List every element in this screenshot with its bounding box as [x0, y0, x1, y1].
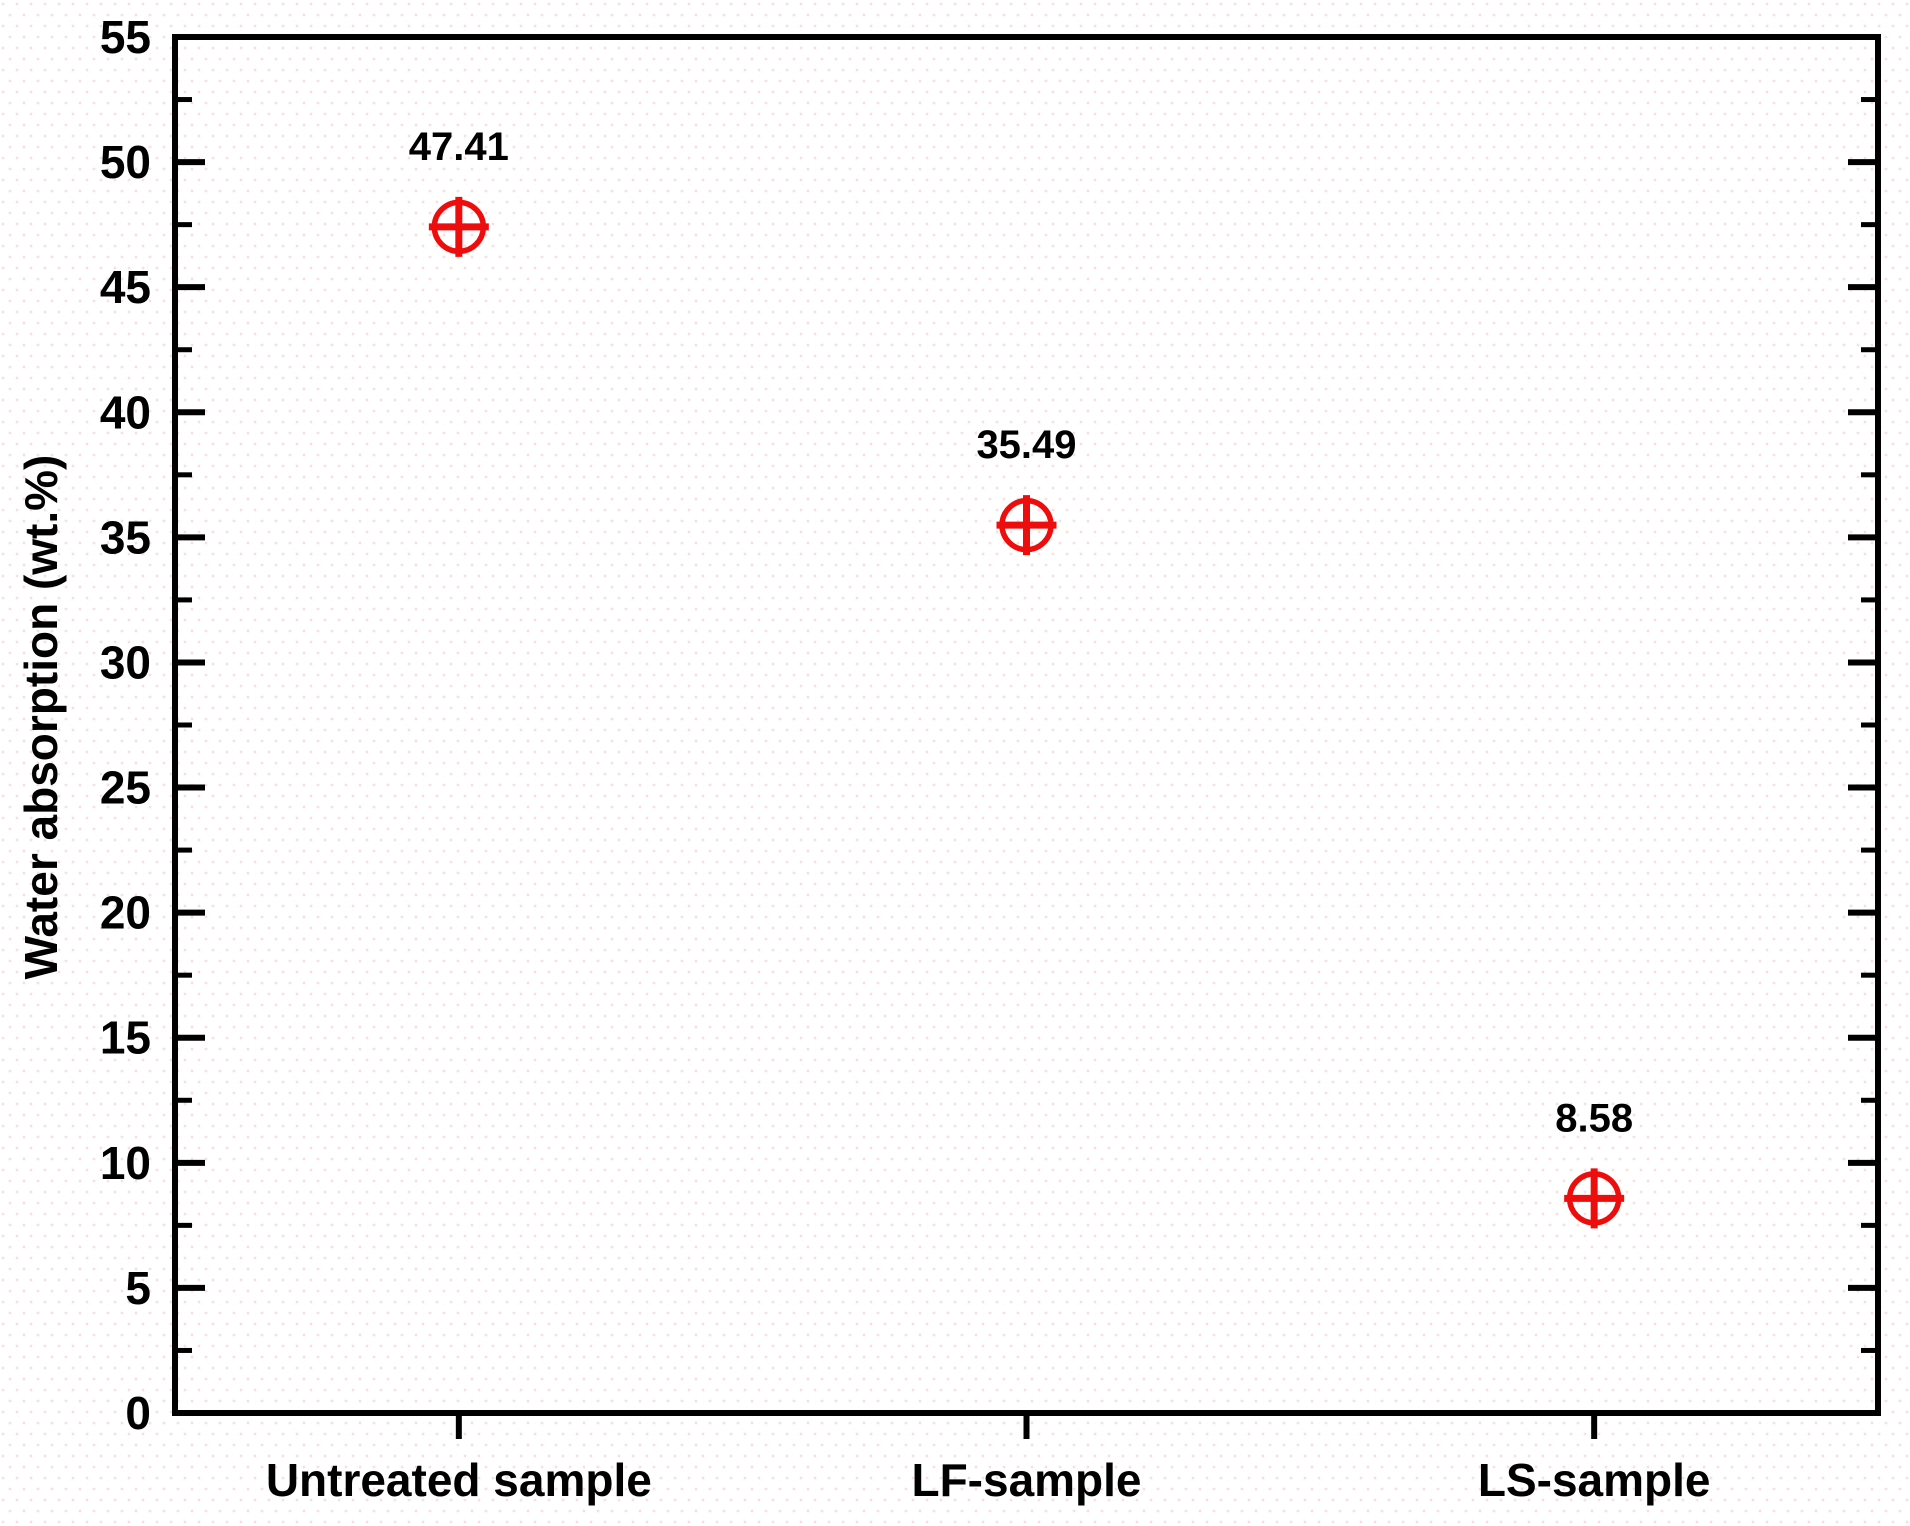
y-tick-label: 20 — [100, 887, 151, 939]
y-axis-title: Water absorption (wt.%) — [15, 455, 67, 980]
data-point-marker — [431, 199, 487, 255]
data-point-marker — [999, 497, 1054, 553]
x-category-label: LF-sample — [911, 1454, 1141, 1506]
x-category-label: Untreated sample — [266, 1454, 652, 1506]
y-tick-label: 55 — [100, 11, 151, 63]
y-tick-label: 30 — [100, 636, 151, 688]
y-tick-label: 25 — [100, 762, 151, 814]
y-tick-label: 35 — [100, 511, 151, 563]
y-tick-label: 45 — [100, 261, 151, 313]
y-tick-label: 40 — [100, 386, 151, 438]
plot-frame — [172, 34, 1881, 1416]
data-point-marker — [1566, 1171, 1622, 1226]
y-tick-label: 5 — [125, 1262, 151, 1314]
x-category-label: LS-sample — [1478, 1454, 1711, 1506]
y-tick-label: 10 — [100, 1137, 151, 1189]
data-point-label: 8.58 — [1555, 1096, 1633, 1140]
y-tick-label: 15 — [100, 1012, 151, 1064]
data-point-label: 35.49 — [976, 423, 1076, 467]
data-point-label: 47.41 — [409, 125, 509, 169]
y-tick-label: 0 — [125, 1387, 151, 1439]
y-tick-label: 50 — [100, 136, 151, 188]
